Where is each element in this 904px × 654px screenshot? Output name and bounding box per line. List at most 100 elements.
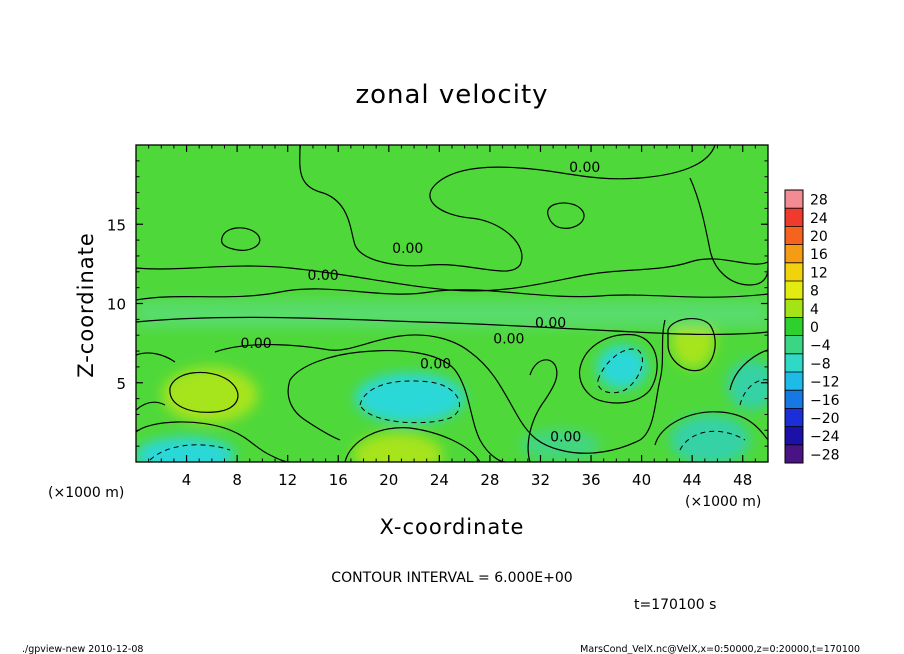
cool-patch: [670, 415, 750, 462]
colorbar-swatch: [785, 244, 803, 264]
dashed-contour: [679, 430, 746, 451]
zero-contour: [136, 352, 176, 363]
zero-contour: [654, 411, 768, 446]
footer-right: MarsCond_VelX.nc@VelX,x=0:50000,z=0:2000…: [580, 644, 860, 654]
contour-interval-text: CONTOUR INTERVAL = 6.000E+00: [331, 570, 572, 586]
colorbar-swatch: [785, 444, 803, 464]
y-axis-label: Z-coordinate: [74, 232, 98, 378]
zero-contour: [136, 401, 166, 411]
contour-label: 0.00: [392, 241, 423, 257]
zero-contour: [136, 258, 768, 292]
dashed-contour: [359, 380, 460, 424]
cold-patch: [597, 345, 647, 389]
contour-label: 0.00: [550, 430, 581, 446]
colorbar-swatch: [785, 299, 803, 318]
dashed-contour: [739, 379, 768, 406]
cold-patch: [136, 437, 235, 462]
contour-label: 0.00: [240, 336, 271, 352]
x-tick-label: 16: [329, 471, 348, 489]
zero-contour: [344, 427, 481, 462]
x-tick-label: 12: [278, 471, 297, 489]
warm-patch: [353, 433, 443, 462]
colorbar-label: 24: [810, 211, 828, 227]
x-tick-label: 40: [632, 471, 651, 489]
colorbar-label: −20: [810, 411, 840, 427]
colorbar-swatch: [785, 353, 803, 373]
x-tick-label: 24: [430, 471, 449, 489]
zero-contour: [136, 288, 768, 301]
colorbar-label: −4: [810, 338, 831, 354]
colorbar-swatch: [785, 408, 803, 428]
colorbar-swatch: [785, 317, 803, 337]
x-unit-left: (×1000 m): [48, 485, 124, 501]
colorbar-label: −28: [810, 447, 840, 463]
x-tick-label: 32: [531, 471, 550, 489]
colorbar-label: 16: [810, 247, 828, 263]
colorbar-swatch: [785, 208, 803, 227]
colorbar-swatch: [785, 426, 803, 446]
closed-contour: [547, 202, 585, 229]
x-axis-ticks: 4 8 12 16 20 24 28 32 36 40 44 48: [148, 145, 756, 489]
x-tick-label: 36: [581, 471, 600, 489]
y-tick-label: 10: [107, 296, 126, 314]
colorbar-swatch: [785, 335, 803, 355]
colorbar-swatch: [785, 190, 803, 209]
zero-contour: [289, 350, 506, 462]
negative-contours: [149, 348, 768, 461]
x-axis-label: X-coordinate: [380, 515, 525, 539]
colorbar: 28 24 20 16 12 8 4 0 −4 −8 −12 −16 −20 −24 −28: [784, 189, 840, 464]
closed-contour: [169, 371, 239, 413]
colorbar-label: 8: [810, 284, 819, 300]
dashed-contour: [597, 348, 643, 394]
chart-title: zonal velocity: [355, 80, 548, 110]
colorbar-swatch: [785, 281, 803, 300]
cold-patch: [355, 373, 465, 423]
velocity-field: 0.00 0.00 0.00 0.00 0.00 0.00 0.00 0.00: [136, 145, 768, 462]
colorbar-label: 20: [810, 229, 828, 245]
dashed-contour: [149, 444, 231, 461]
zero-contour: [527, 359, 558, 462]
x-tick-label: 4: [182, 471, 192, 489]
colorbar-label: 0: [810, 320, 819, 336]
cool-patch: [727, 360, 768, 410]
colorbar-label: −12: [810, 375, 840, 391]
zero-contour: [214, 319, 666, 454]
warm-patch: [162, 367, 258, 423]
colorbar-label: −16: [810, 393, 840, 409]
y-tick-label: 15: [107, 216, 126, 234]
colorbar-label: −24: [810, 429, 840, 445]
x-tick-label: 20: [379, 471, 398, 489]
colorbar-swatch: [785, 226, 803, 246]
colorbar-label: 12: [810, 265, 828, 281]
contour-label: 0.00: [569, 160, 600, 176]
zero-contour: [136, 421, 291, 462]
colorbar-label: −8: [810, 356, 831, 372]
x-tick-label: 44: [683, 471, 702, 489]
y-tick-label: 5: [116, 375, 126, 393]
time-text: t=170100 s: [634, 597, 716, 613]
contour-label: 0.00: [493, 331, 524, 347]
x-tick-label: 28: [480, 471, 499, 489]
zero-contour: [287, 379, 341, 441]
colorbar-swatch: [785, 390, 803, 409]
footer-left: ./gpview-new 2010-12-08: [22, 644, 143, 654]
colorbar-swatch: [785, 262, 803, 282]
closed-contour: [578, 333, 658, 404]
zero-contour: [136, 316, 768, 335]
zero-contour: [689, 177, 768, 286]
closed-contour: [667, 317, 716, 372]
colorbar-swatch: [785, 372, 803, 391]
closed-contour: [220, 227, 261, 251]
x-tick-label: 8: [232, 471, 242, 489]
zero-contour: [299, 145, 716, 272]
contour-labels: 0.00 0.00 0.00 0.00 0.00 0.00 0.00 0.00: [240, 160, 600, 445]
contour-label: 0.00: [535, 316, 566, 332]
y-axis-ticks: 5 10 15: [107, 160, 768, 447]
x-tick-label: 48: [733, 471, 752, 489]
contour-label: 0.00: [307, 268, 338, 284]
colorbar-label: 28: [810, 193, 828, 209]
colorbar-label: 4: [810, 302, 819, 318]
contour-label: 0.00: [420, 357, 451, 373]
x-unit-right: (×1000 m): [685, 494, 761, 510]
